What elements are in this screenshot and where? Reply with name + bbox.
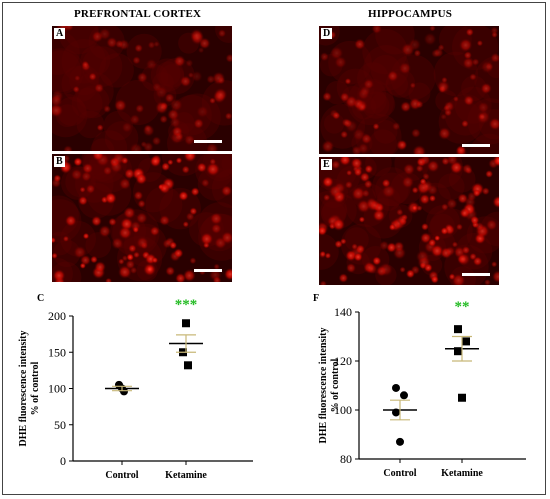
micrograph-b: B — [52, 154, 232, 282]
chart-label-f: F — [313, 293, 320, 304]
panel-letter-b: B — [54, 156, 65, 167]
panel-letter-d: D — [321, 28, 333, 39]
panel-letter-e: E — [321, 159, 332, 170]
micrograph-d: D — [319, 26, 499, 154]
scale-bar — [462, 144, 490, 147]
micrograph-e: E — [319, 157, 499, 285]
prefrontal-cortex-title: PREFRONTAL CORTEX — [74, 8, 202, 20]
chart-label-c: C — [37, 293, 45, 304]
hippocampus-title: HIPPOCAMPUS — [368, 8, 453, 20]
micrograph-a: A — [52, 26, 232, 151]
panel-letter-a: A — [54, 28, 66, 39]
scale-bar — [194, 269, 222, 272]
scale-bar — [194, 140, 222, 143]
scale-bar — [462, 273, 490, 276]
